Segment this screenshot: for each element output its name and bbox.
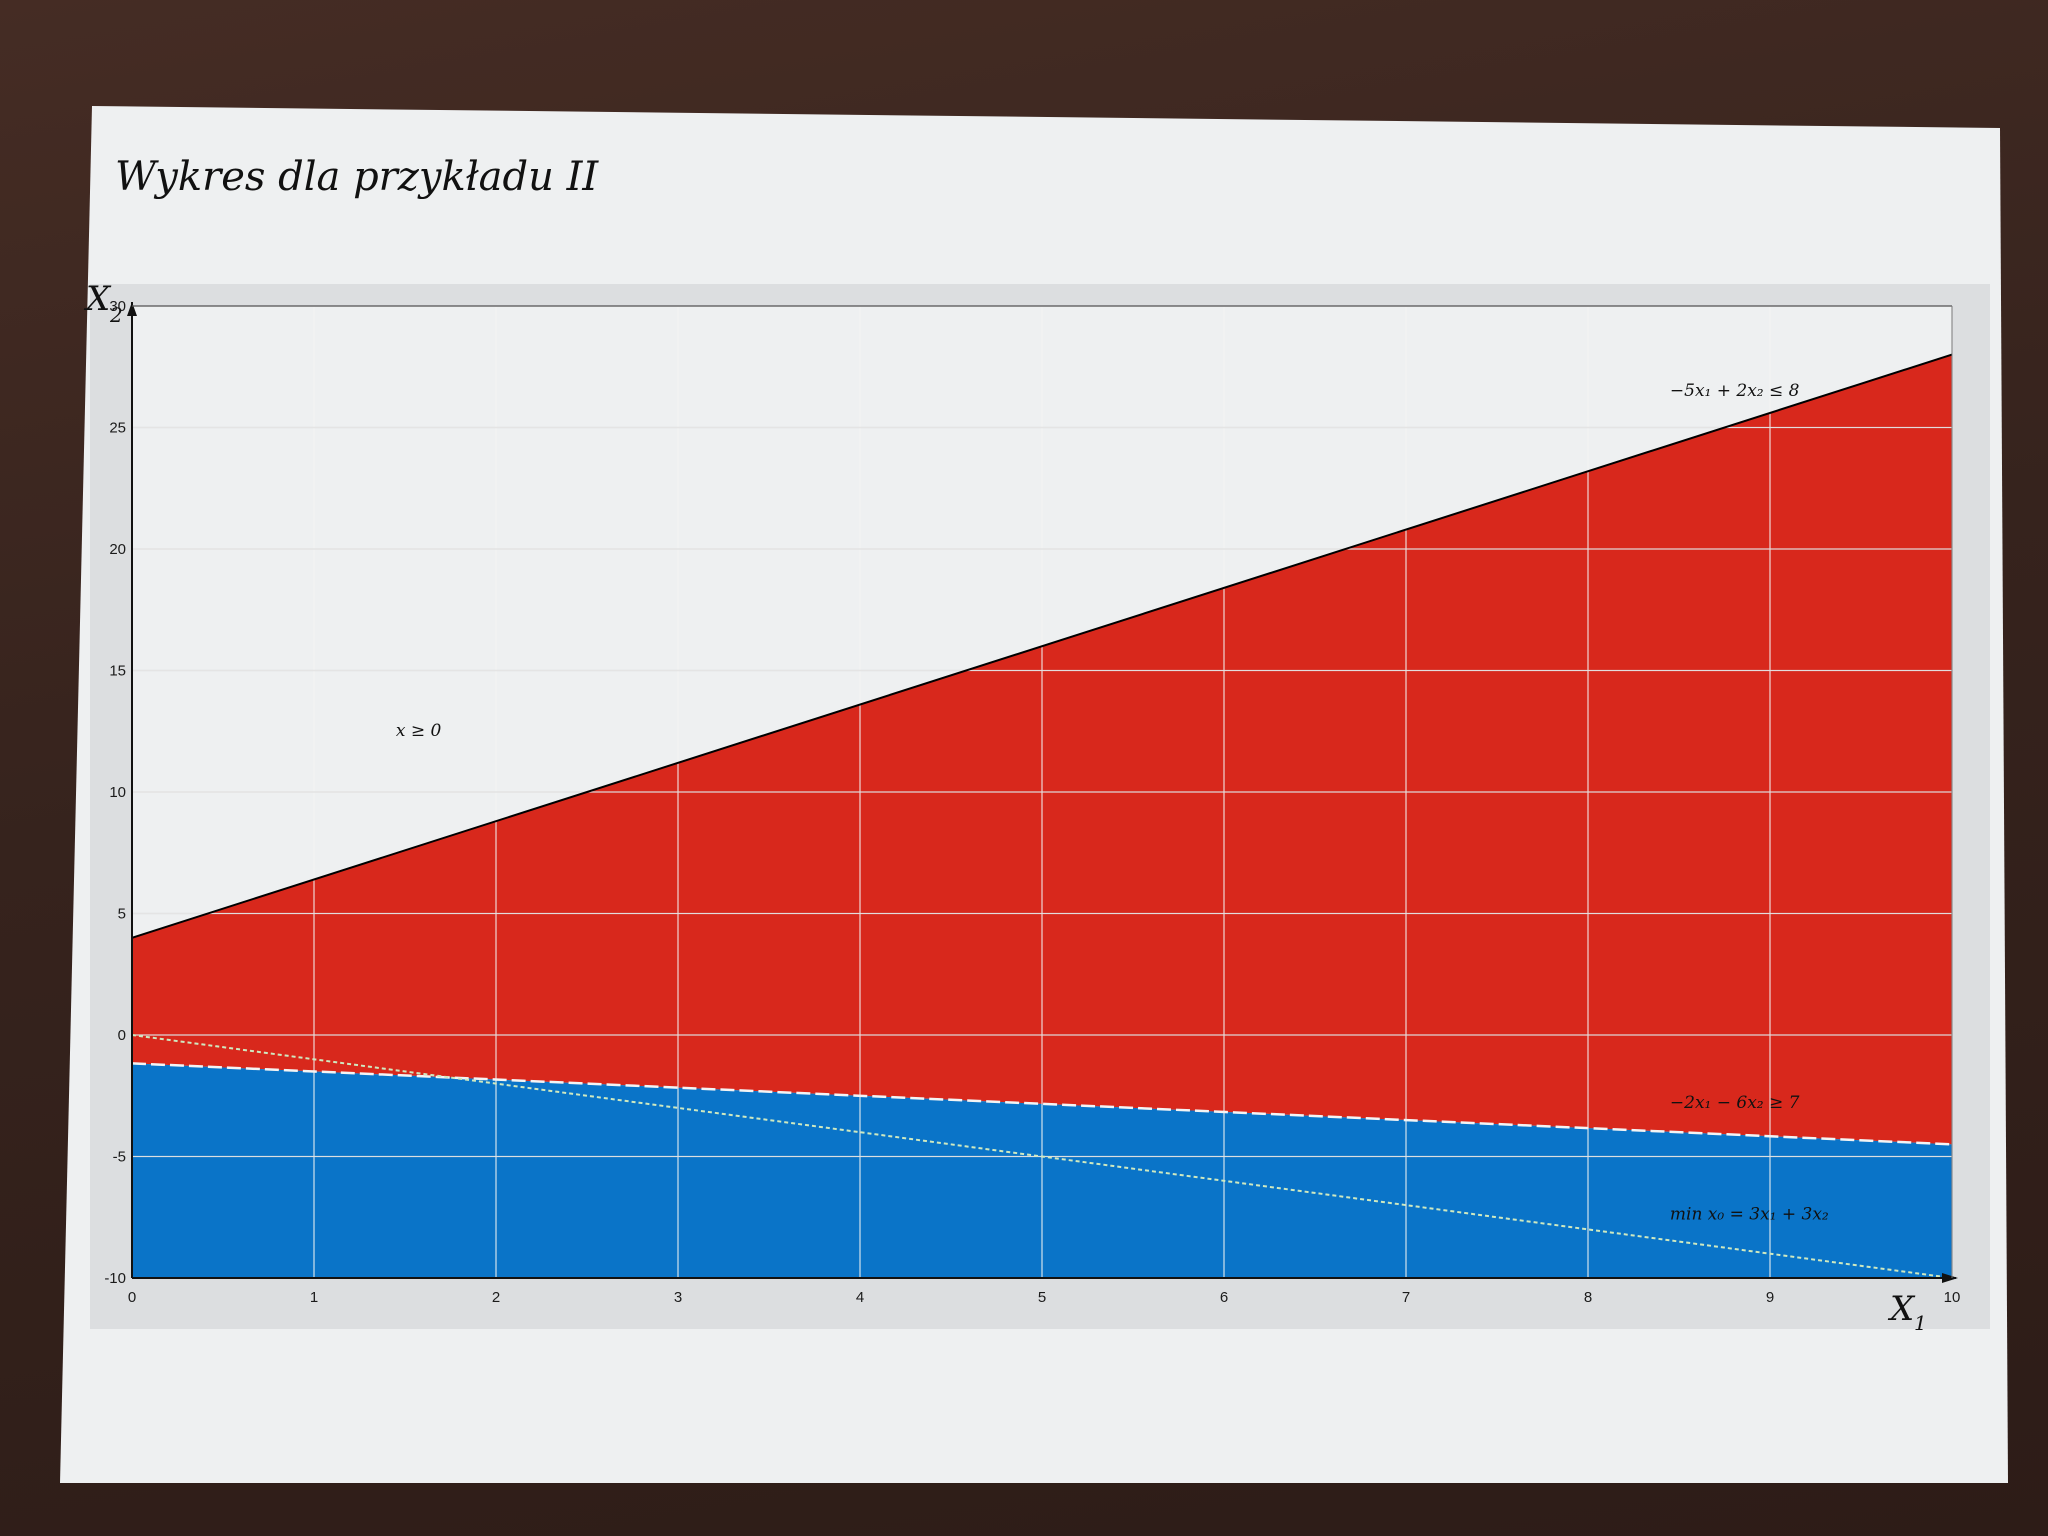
x-tick-label: 7 — [1402, 1289, 1410, 1306]
svg-text:2: 2 — [109, 303, 123, 327]
y-tick-label: 25 — [109, 420, 126, 437]
x-tick-label: 9 — [1766, 1289, 1774, 1306]
x-tick-label: 5 — [1038, 1289, 1046, 1306]
annotations: x ≥ 0 −5x₁ + 2x₂ ≤ 8 −2x₁ − 6x₂ ≥ 7 min x₀ … — [396, 381, 1829, 1225]
y-tick-label: -10 — [104, 1270, 126, 1287]
y-tick-label: 0 — [118, 1027, 126, 1044]
x-tick-label: 4 — [856, 1289, 864, 1306]
svg-text:X: X — [83, 279, 112, 319]
tick-labels: 0 1 2 3 4 5 6 7 8 9 10 -10 -5 0 5 10 15 20 25 30 — [104, 298, 1960, 1306]
annotation-label: −2x₁ − 6x₂ ≥ 7 — [1670, 1093, 1800, 1113]
y-tick-label: 10 — [109, 784, 126, 801]
y-tick-label: 5 — [118, 906, 126, 923]
x-tick-label: 8 — [1584, 1289, 1592, 1306]
y-tick-label: 15 — [109, 663, 126, 680]
y-tick-label: -5 — [113, 1149, 126, 1166]
annotation-label: −5x₁ + 2x₂ ≤ 8 — [1670, 381, 1800, 401]
line-constraint-1 — [131, 353, 1953, 939]
y-axis-arrow — [127, 302, 137, 316]
y-tick-label: 30 — [109, 298, 126, 315]
x-axis-arrow — [1942, 1273, 1958, 1283]
x-tick-label: 2 — [492, 1289, 500, 1306]
axes — [127, 302, 1958, 1283]
y-axis-label: X 2 — [83, 279, 123, 327]
constraint-lines — [131, 353, 1953, 1279]
y-tick-label: 20 — [109, 541, 126, 558]
svg-text:1: 1 — [1914, 1311, 1927, 1335]
svg-text:X: X — [1887, 1289, 1916, 1329]
x-tick-label: 1 — [310, 1289, 318, 1306]
annotation-label: min x₀ = 3x₁ + 3x₂ — [1670, 1205, 1829, 1225]
line-objective — [131, 1034, 1953, 1279]
x-tick-label: 10 — [1944, 1289, 1961, 1306]
x-axis-label: X 1 — [1887, 1289, 1927, 1335]
x-tick-label: 0 — [128, 1289, 136, 1306]
handwritten-title: Wykres dla przykładu II — [115, 154, 599, 200]
x-tick-label: 6 — [1220, 1289, 1228, 1306]
x-tick-label: 3 — [674, 1289, 682, 1306]
annotation-label: x ≥ 0 — [396, 721, 442, 741]
